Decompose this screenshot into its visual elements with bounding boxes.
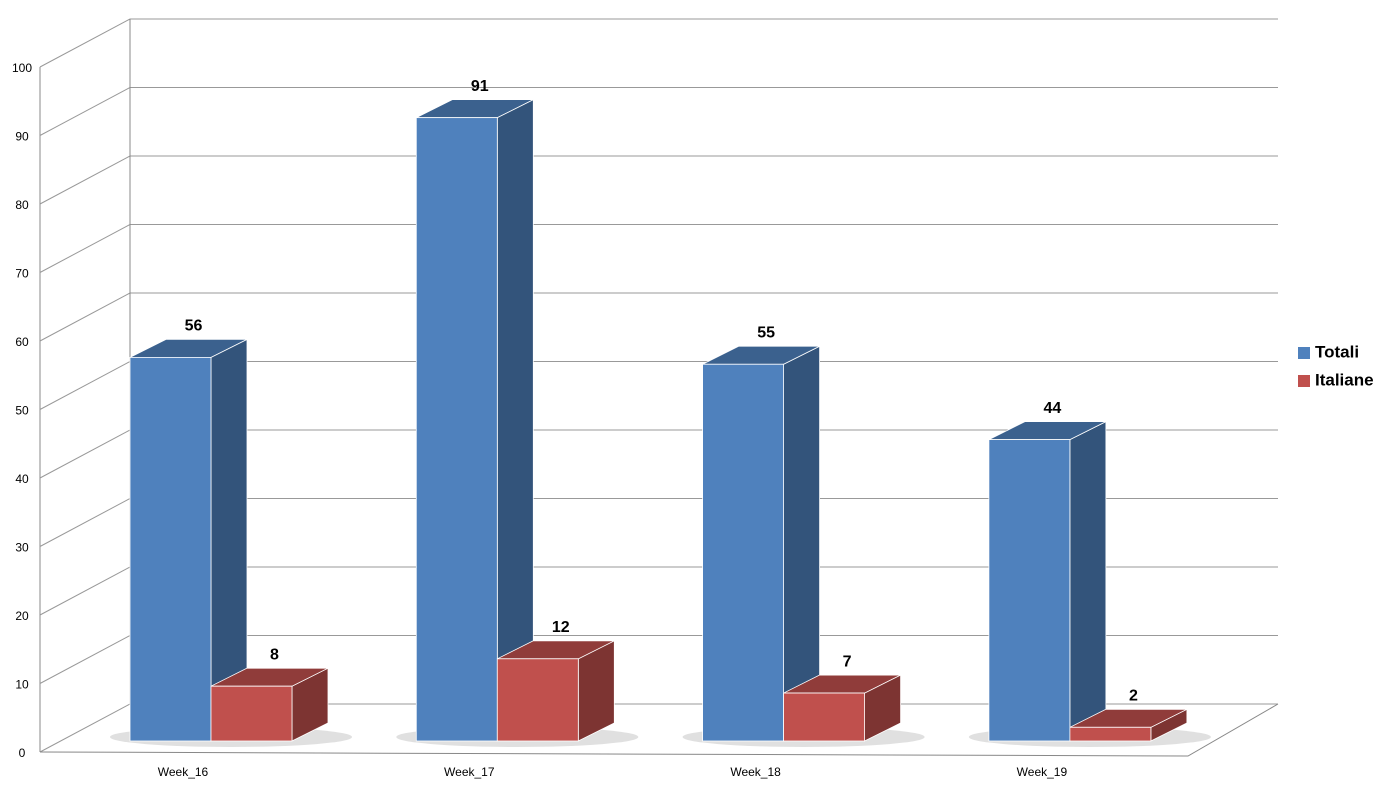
- grid-line: [39, 87, 1278, 136]
- legend-label: Italiane: [1315, 370, 1374, 389]
- data-label: 8: [270, 646, 279, 663]
- x-tick-label: Week_17: [444, 765, 495, 779]
- y-tick-label: 40: [15, 472, 29, 486]
- data-label: 56: [185, 318, 203, 335]
- y-tick-label: 20: [15, 609, 29, 623]
- legend-swatch: [1298, 347, 1310, 359]
- y-tick-label: 70: [15, 267, 29, 281]
- data-label: 12: [552, 619, 570, 636]
- bar-front: [415, 117, 498, 742]
- y-tick-label: 30: [15, 541, 29, 555]
- y-tick-label: 10: [15, 678, 29, 692]
- data-label: 44: [1044, 400, 1062, 417]
- legend-swatch: [1298, 375, 1310, 387]
- bar: [783, 674, 901, 742]
- bar: [1069, 708, 1188, 742]
- bar-front: [1069, 726, 1152, 742]
- grid-line: [39, 18, 1278, 68]
- y-tick-label: 80: [15, 198, 29, 212]
- floor-edge: [39, 703, 1279, 757]
- x-tick-label: Week_16: [158, 765, 209, 779]
- bar: [415, 99, 534, 742]
- grid-line: [39, 292, 1278, 342]
- data-label: 55: [757, 324, 775, 341]
- data-label: 7: [843, 653, 852, 670]
- bar: [988, 420, 1107, 742]
- bar-front: [129, 356, 212, 742]
- data-label: 91: [471, 78, 489, 95]
- x-tick-label: Week_19: [1017, 765, 1068, 779]
- bar-side: [1069, 420, 1107, 742]
- bar: [702, 345, 820, 742]
- bar-front: [988, 439, 1071, 742]
- bar-front: [496, 658, 579, 742]
- legend-label: Totali: [1315, 342, 1359, 361]
- bar-front: [210, 685, 293, 742]
- data-label: 2: [1129, 688, 1138, 705]
- bar: [210, 667, 329, 742]
- y-tick-label: 90: [15, 130, 29, 144]
- bar: [496, 640, 615, 742]
- bar-front: [702, 363, 784, 742]
- y-tick-label: 60: [15, 335, 29, 349]
- y-tick-label: 100: [12, 61, 32, 75]
- x-tick-label: Week_18: [730, 765, 781, 779]
- y-tick-label: 50: [15, 404, 29, 418]
- grid-line: [39, 224, 1278, 273]
- bar-front: [783, 692, 865, 742]
- y-tick-label: 0: [19, 746, 26, 760]
- grid-line: [39, 155, 1278, 205]
